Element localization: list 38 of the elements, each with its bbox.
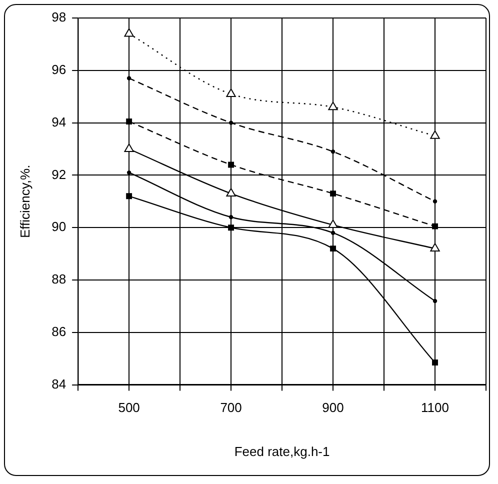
point — [126, 170, 132, 175]
y-tick-label: 94 — [52, 114, 66, 130]
point — [432, 360, 438, 366]
point — [330, 246, 336, 252]
point — [228, 162, 234, 168]
x-tick-label: 700 — [220, 400, 242, 416]
point — [126, 193, 132, 200]
y-tick-label: 86 — [52, 324, 66, 339]
x-tick-label: 500 — [118, 400, 140, 416]
point — [126, 118, 132, 124]
y-tick-label: 92 — [52, 166, 66, 182]
point — [432, 223, 438, 230]
point — [228, 120, 234, 125]
point — [430, 243, 440, 252]
point — [226, 188, 236, 197]
point — [432, 199, 438, 204]
point — [330, 150, 336, 154]
point — [126, 76, 132, 80]
y-tick-label: 88 — [52, 272, 66, 287]
y-axis-title: Efficiency,%. — [17, 164, 32, 238]
point — [226, 88, 236, 97]
x-tick-label: 900 — [322, 400, 344, 416]
point — [330, 230, 336, 235]
y-tick-label: 96 — [52, 62, 66, 77]
point — [328, 102, 338, 110]
y-tick-label: 84 — [52, 376, 66, 392]
y-tick-label: 90 — [52, 219, 66, 234]
point — [328, 219, 338, 228]
point — [330, 190, 336, 197]
point — [124, 144, 134, 152]
point — [430, 130, 440, 139]
point — [124, 28, 134, 37]
point — [432, 298, 438, 304]
x-tick-label: 1100 — [421, 400, 449, 416]
x-axis-title: Feed rate,kg.h-1 — [234, 444, 330, 459]
point — [228, 215, 234, 220]
y-tick-label: 98 — [52, 10, 66, 25]
point — [228, 224, 234, 231]
